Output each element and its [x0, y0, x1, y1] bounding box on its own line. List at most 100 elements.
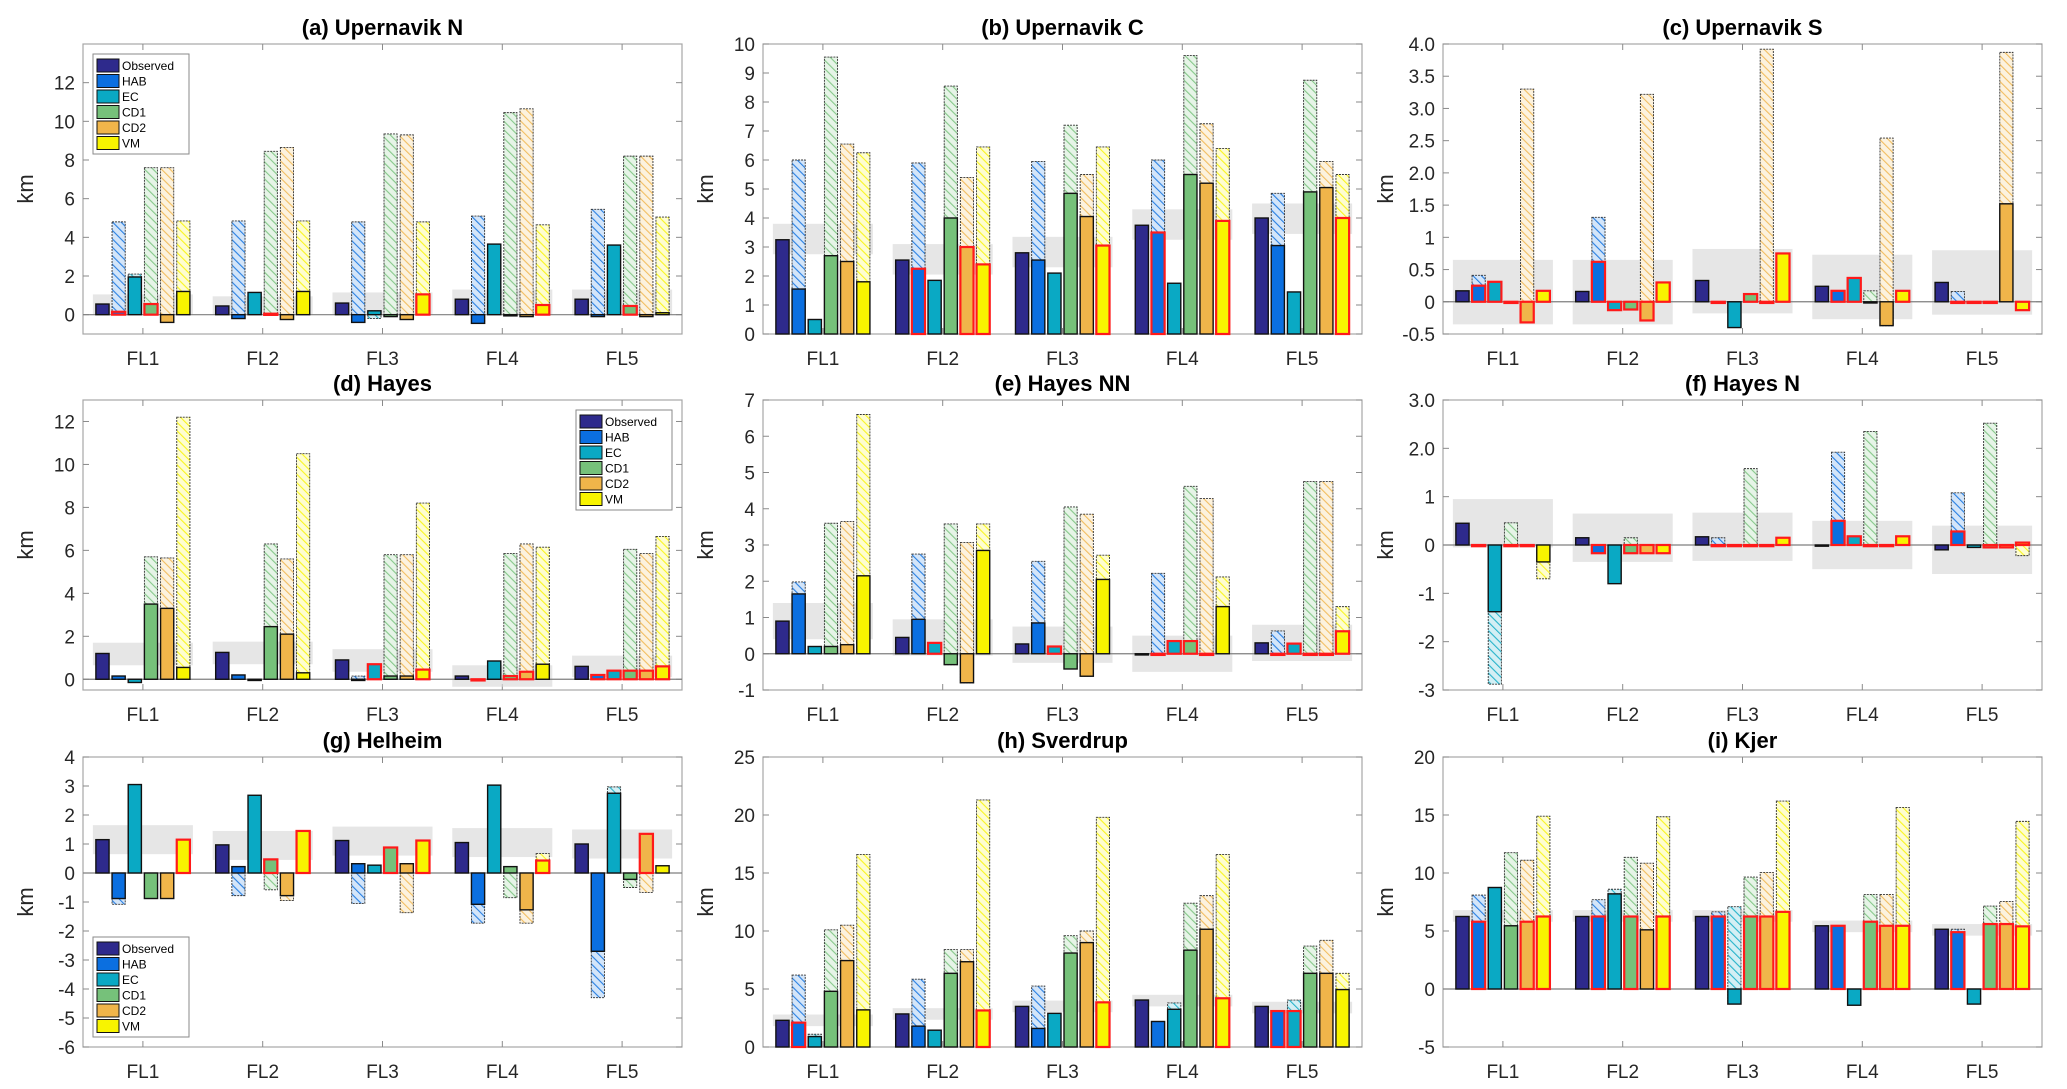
legend-label: Observed — [122, 942, 174, 956]
x-tick-label: FL2 — [926, 349, 959, 370]
bar-ec-fl1 — [807, 1035, 823, 1048]
bar-cd2-fl5 — [1319, 972, 1334, 1048]
bar-hab-fl1 — [1470, 920, 1487, 991]
bar-observed-fl1 — [1455, 290, 1470, 303]
bar-vm-fl1 — [176, 666, 191, 680]
legend-label: CD2 — [122, 1004, 146, 1018]
observed-range-band — [1132, 994, 1233, 1007]
bar-vm-hatched-fl3 — [415, 502, 430, 671]
y-tick-label: -4 — [58, 980, 75, 1001]
bar-observed-fl2 — [894, 259, 910, 335]
bar-hab-fl5 — [1950, 300, 1966, 305]
bar-vm-fl1 — [176, 290, 191, 316]
bar-hab-fl1 — [791, 288, 806, 335]
bar-cd1-hatched-fl5 — [623, 878, 638, 888]
bar-hab-fl5 — [590, 872, 606, 953]
bar-vm-hatched-fl2 — [296, 220, 311, 292]
bar-hab-hatched-fl2 — [1591, 899, 1606, 917]
bar-ec-fl1 — [127, 678, 143, 684]
x-tick-label: FL1 — [1487, 1062, 1520, 1083]
bar-vm-hatched-fl5 — [655, 216, 670, 314]
y-tick-label: -3 — [1418, 681, 1435, 702]
bar-cd2-hatched-fl4 — [1879, 137, 1894, 327]
bar-cd2-fl4 — [1878, 543, 1895, 548]
bar-cd1-fl3 — [1063, 952, 1078, 1048]
bar-hab-fl3 — [350, 313, 366, 324]
y-tick-label: 10 — [54, 455, 75, 476]
bar-hab-hatched-fl2 — [231, 220, 246, 319]
bar-ec-fl1 — [1487, 280, 1503, 303]
bar-observed-fl4 — [1814, 925, 1830, 990]
bar-hab-hatched-fl1 — [791, 581, 806, 595]
y-tick-label: -5 — [1418, 1038, 1435, 1059]
bar-hab-hatched-fl5 — [590, 950, 605, 999]
bar-observed-fl4 — [1134, 653, 1150, 656]
bar-vm-fl4 — [1215, 605, 1231, 655]
bar-hab-fl1 — [1470, 284, 1487, 303]
bar-cd1-fl3 — [1742, 543, 1759, 548]
observed-range-band — [1012, 1000, 1113, 1013]
bar-cd2-fl1 — [1519, 300, 1535, 324]
bar-hab-fl1 — [110, 310, 127, 316]
bar-cd1-hatched-fl2 — [943, 85, 958, 219]
x-tick-label: FL5 — [1966, 349, 1999, 370]
legend-label: HAB — [122, 75, 147, 89]
bar-ec-fl5 — [1966, 988, 1982, 1005]
bar-vm-hatched-fl5 — [655, 535, 670, 667]
bar-hab-hatched-fl4 — [1151, 572, 1166, 655]
bar-vm-fl3 — [1095, 244, 1111, 336]
bar-cd2-hatched-fl3 — [1079, 174, 1094, 217]
bar-observed-fl2 — [894, 1013, 910, 1048]
y-tick-label: 7 — [744, 122, 755, 143]
bar-cd2-fl3 — [1079, 941, 1095, 1048]
bar-cd2-hatched-fl2 — [959, 949, 974, 963]
bar-cd1-hatched-fl3 — [1063, 124, 1078, 194]
bar-hab-hatched-fl3 — [1031, 985, 1046, 1029]
y-tick-label: 3 — [744, 238, 755, 259]
x-tick-label: FL5 — [1286, 1062, 1319, 1083]
bar-cd2-hatched-fl5 — [639, 155, 654, 318]
bar-vm-hatched-fl4 — [1895, 807, 1910, 927]
bar-cd2-hatched-fl2 — [1639, 93, 1654, 321]
bar-cd1-fl5 — [1982, 543, 1998, 549]
y-tick-label: 3.5 — [1409, 67, 1435, 88]
bar-cd2-fl2 — [279, 633, 295, 680]
bar-hab-fl2 — [910, 267, 927, 336]
bar-ec-fl2 — [1607, 544, 1622, 585]
bar-hab-fl3 — [1710, 543, 1726, 548]
legend-label: Observed — [122, 59, 174, 73]
bar-ec-fl5 — [1286, 1009, 1302, 1049]
legend-label: CD1 — [605, 462, 629, 476]
bar-observed-fl2 — [1574, 290, 1590, 303]
bar-cd2-hatched-fl1 — [840, 143, 855, 262]
observed-range-band — [772, 1014, 873, 1027]
bar-vm-hatched-fl3 — [415, 221, 430, 295]
observed-range-band — [1932, 924, 2033, 936]
bar-hab-hatched-fl1 — [1471, 894, 1486, 923]
bar-cd2-fl1 — [839, 260, 855, 335]
bar-cd2-fl3 — [1079, 653, 1095, 677]
bar-hab-fl3 — [1030, 259, 1046, 335]
x-tick-label: FL1 — [807, 1062, 840, 1083]
bar-vm-hatched-fl1 — [856, 414, 871, 577]
bar-cd2-hatched-fl2 — [959, 176, 974, 248]
legend-swatch-vm — [579, 492, 603, 506]
bar-vm-fl5 — [654, 665, 671, 681]
bar-vm-hatched-fl3 — [1095, 146, 1110, 246]
bar-cd2-fl1 — [1519, 543, 1535, 548]
bar-cd2-fl1 — [839, 959, 855, 1048]
y-tick-label: 0 — [64, 306, 75, 327]
bar-cd2-fl4 — [1879, 301, 1894, 327]
y-tick-label: 2 — [64, 627, 75, 648]
y-tick-label: 8 — [64, 151, 75, 172]
bar-cd2-hatched-fl5 — [1319, 939, 1334, 974]
bar-observed-fl4 — [454, 675, 470, 680]
bar-cd2-fl2 — [279, 313, 295, 321]
panel-g-helheim: (g) Helheim -6 -5 -4 -3 -2 -1 0 1 2 3 4 km FL1 FL2 FL3 F… — [13, 728, 683, 1083]
y-tick-label: 6 — [744, 427, 755, 448]
y-tick-label: 6 — [64, 190, 75, 211]
bar-cd1-fl5 — [622, 669, 638, 681]
x-tick-label: FL5 — [1966, 705, 1999, 726]
bar-observed-fl3 — [1694, 279, 1710, 303]
bar-hab-hatched-fl4 — [471, 215, 486, 324]
